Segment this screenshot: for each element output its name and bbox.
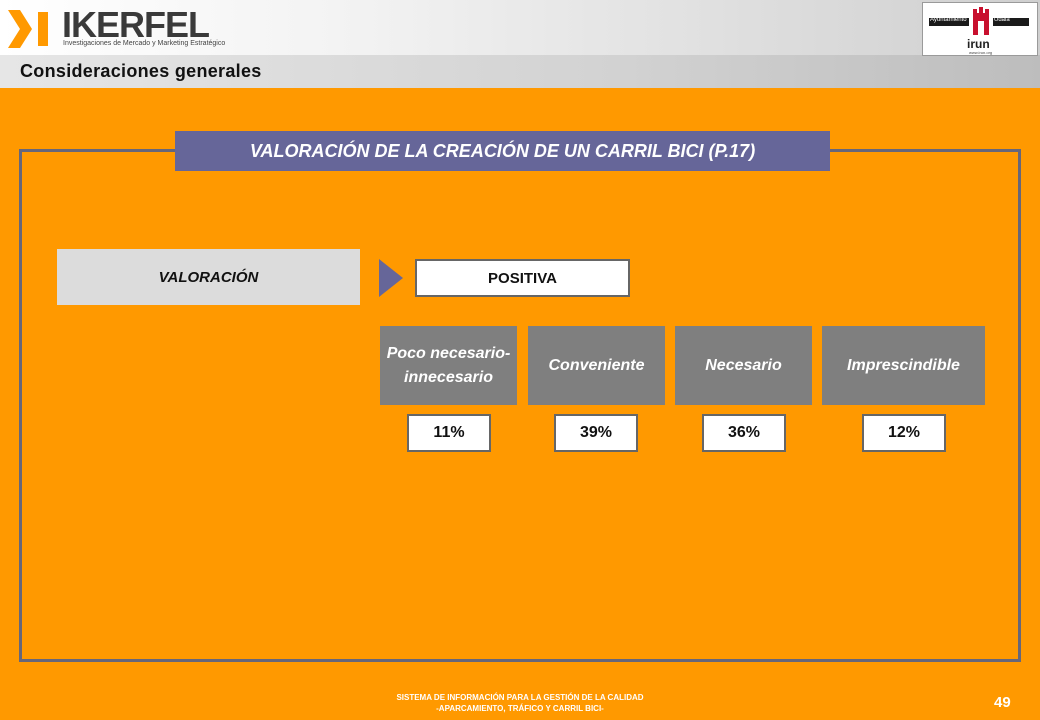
value-poco-necesario: 11% <box>407 414 491 452</box>
main-title: VALORACIÓN DE LA CREACIÓN DE UN CARRIL B… <box>175 131 830 171</box>
castle-icon <box>973 7 989 35</box>
page-number: 49 <box>994 694 1011 711</box>
valoracion-label: VALORACIÓN <box>57 249 360 305</box>
brand-tagline: Investigaciones de Mercado y Marketing E… <box>63 40 226 47</box>
ikerfel-chevron-icon <box>8 10 48 48</box>
category-imprescindible: Imprescindible <box>822 326 985 405</box>
brand-logo-text: IKERFEL <box>62 4 210 45</box>
footer-line-2: -APARCAMIENTO, TRÁFICO Y CARRIL BICI- <box>436 704 604 713</box>
irun-logo-url: www.irun.org <box>969 50 993 55</box>
category-conveniente: Conveniente <box>528 326 665 405</box>
result-positiva: POSITIVA <box>415 259 630 297</box>
irun-logo-name: irun <box>967 37 990 51</box>
footer-text: SISTEMA DE INFORMACIÓN PARA LA GESTIÓN D… <box>320 692 720 714</box>
arrow-right-icon <box>379 259 403 297</box>
footer-line-1: SISTEMA DE INFORMACIÓN PARA LA GESTIÓN D… <box>396 693 644 702</box>
content-frame <box>19 149 1021 662</box>
category-poco-necesario: Poco necesario-innecesario <box>380 326 517 405</box>
irun-logo-left-label: Ayuntamiento <box>930 17 967 23</box>
irun-logo-right-label: Udala <box>994 17 1010 23</box>
irun-logo: Ayuntamiento Udala irun www.irun.org <box>922 2 1038 56</box>
category-necesario: Necesario <box>675 326 812 405</box>
value-imprescindible: 12% <box>862 414 946 452</box>
value-necesario: 36% <box>702 414 786 452</box>
header-subband <box>0 55 1040 88</box>
section-title: Consideraciones generales <box>20 61 262 81</box>
value-conveniente: 39% <box>554 414 638 452</box>
